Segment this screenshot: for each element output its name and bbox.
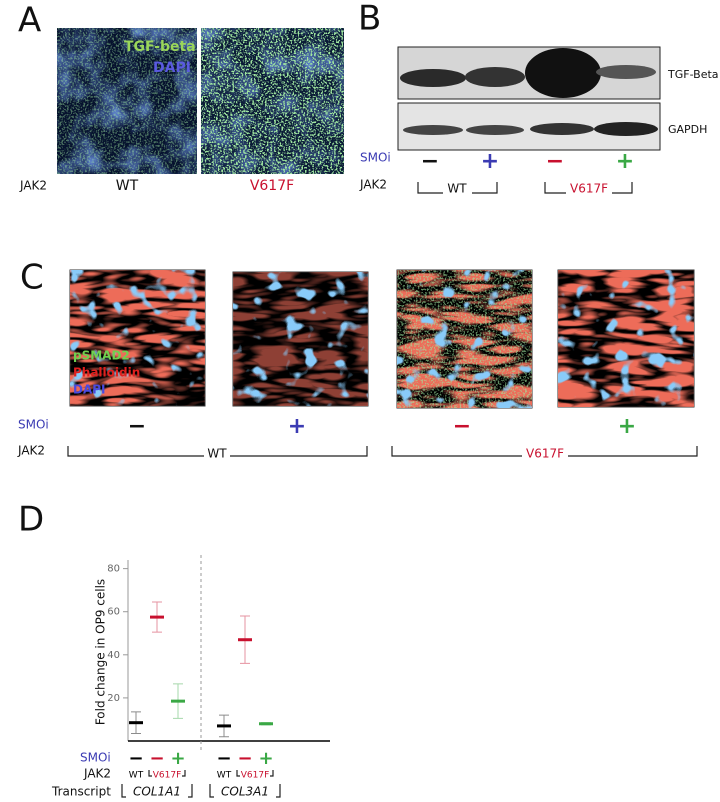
y-tick-label: 20 [107, 693, 120, 704]
legend-label: TGF-beta [124, 39, 196, 55]
panel-letter: D [18, 500, 44, 540]
category-label: COL3A1 [221, 785, 269, 799]
legend-label: DAPI [153, 60, 191, 76]
treatment-symbol: − [128, 748, 143, 769]
band-label: GAPDH [668, 123, 707, 136]
row-label: JAK2 [19, 179, 47, 193]
bracket [209, 784, 281, 798]
bracket [391, 446, 698, 457]
treatment-symbol: − [453, 414, 471, 439]
category-label: COL1A1 [133, 785, 181, 799]
column-label: WT [116, 178, 139, 194]
row-label: JAK2 [359, 178, 387, 192]
panel-letter: A [18, 1, 41, 41]
group-label: V617F [241, 771, 270, 781]
bracket [121, 784, 193, 798]
group-label: WT [217, 771, 232, 781]
treatment-symbol: − [149, 748, 164, 769]
bracket [67, 446, 368, 457]
group-label: WT [129, 771, 144, 781]
band-label: TGF-Beta [667, 68, 719, 81]
row-label: Transcript [51, 785, 111, 799]
group-label: V617F [570, 182, 608, 196]
bracket [544, 182, 633, 194]
micrograph [57, 28, 344, 174]
y-tick-label: 40 [107, 650, 120, 661]
legend-label: Phalloidin [73, 366, 140, 380]
group-label: WT [447, 182, 467, 196]
treatment-symbol: + [288, 414, 306, 439]
group-label: V617F [526, 447, 564, 461]
legend-label: DAPI [73, 383, 106, 397]
treatment-symbol: + [170, 748, 185, 769]
row-label: SMOi [18, 418, 49, 432]
bracket [236, 770, 274, 777]
group-label: WT [207, 447, 227, 461]
panel-letter: B [358, 0, 381, 39]
y-tick-label: 80 [107, 564, 120, 575]
micrograph [69, 269, 695, 409]
treatment-symbol: + [616, 149, 634, 174]
row-label: JAK2 [83, 767, 111, 781]
row-label: JAK2 [17, 444, 45, 458]
row-label: SMOi [80, 751, 111, 765]
treatment-symbol: − [237, 748, 252, 769]
treatment-symbol: − [128, 414, 146, 439]
treatment-symbol: − [216, 748, 231, 769]
row-label: SMOi [360, 151, 391, 165]
western-blot [397, 46, 661, 151]
treatment-symbol: − [546, 149, 564, 174]
treatment-symbol: + [258, 748, 273, 769]
group-label: V617F [153, 771, 182, 781]
column-label: V617F [250, 178, 294, 194]
treatment-symbol: + [618, 414, 636, 439]
treatment-symbol: − [421, 149, 439, 174]
treatment-symbol: + [481, 149, 499, 174]
bracket [148, 770, 186, 777]
y-axis-label: Fold change in OP9 cells [94, 579, 108, 725]
legend-label: pSMAD2 [73, 349, 130, 363]
y-tick-label: 60 [107, 607, 120, 618]
bracket [417, 182, 498, 194]
panel-letter: C [20, 258, 44, 298]
